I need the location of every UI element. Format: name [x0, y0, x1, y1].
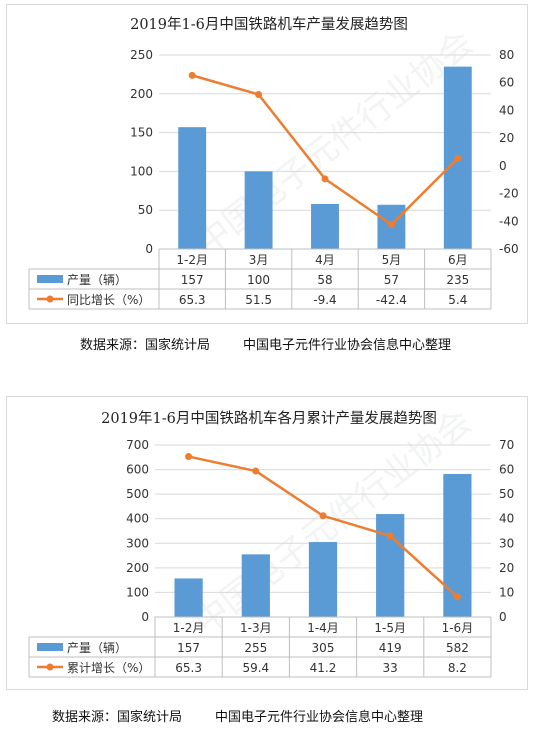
bar — [443, 473, 472, 617]
left-axis-tick-label: 50 — [138, 203, 153, 217]
right-axis-tick-label: 60 — [499, 463, 514, 477]
category-label: 4月 — [315, 253, 335, 267]
data-table-value: 235 — [446, 273, 469, 287]
line-point — [255, 90, 263, 98]
left-axis-tick-label: 500 — [126, 487, 149, 501]
line-point — [252, 467, 260, 475]
category-label: 1-2月 — [173, 621, 205, 635]
right-axis-tick-label: 30 — [499, 536, 514, 550]
line-point — [321, 175, 329, 183]
category-label: 1-3月 — [240, 621, 272, 635]
left-axis-tick-label: 300 — [126, 536, 149, 550]
legend-label-bar: 产量（辆） — [67, 641, 127, 655]
left-axis-tick-label: 400 — [126, 512, 149, 526]
legend-swatch-point — [46, 663, 54, 671]
chart-title: 2019年1-6月中国铁路机车产量发展趋势图 — [130, 16, 408, 33]
left-axis-tick-label: 250 — [130, 48, 153, 62]
category-label: 6月 — [448, 253, 468, 267]
legend-swatch-bar — [37, 275, 63, 283]
data-table-value: 582 — [446, 641, 469, 655]
data-table-value: 65.3 — [175, 661, 202, 675]
data-table-value: 33 — [383, 661, 398, 675]
data-table-value: 57 — [384, 273, 399, 287]
category-label: 1-6月 — [442, 621, 474, 635]
data-table-value: 51.5 — [245, 293, 272, 307]
category-label: 1-4月 — [307, 621, 339, 635]
right-axis-tick-label: 20 — [499, 131, 514, 145]
category-label: 1-5月 — [374, 621, 406, 635]
right-axis-tick-label: -20 — [499, 187, 519, 201]
data-table-value: 41.2 — [310, 661, 337, 675]
right-axis-tick-label: -60 — [499, 242, 519, 256]
data-table-value: 157 — [181, 273, 204, 287]
left-axis-tick-label: 0 — [145, 242, 153, 256]
left-axis-tick-label: 150 — [130, 126, 153, 140]
line-point — [386, 532, 394, 540]
left-axis-tick-label: 600 — [126, 463, 149, 477]
data-table-value: -9.4 — [313, 293, 336, 307]
left-axis-tick-label: 200 — [130, 87, 153, 101]
data-table-value: 419 — [379, 641, 402, 655]
left-axis-tick-label: 200 — [126, 561, 149, 575]
bar — [174, 578, 203, 617]
bar — [308, 542, 338, 617]
left-axis-tick-label: 100 — [130, 164, 153, 178]
legend-label-line: 累计增长（%） — [67, 661, 150, 675]
left-axis-tick-label: 0 — [141, 610, 149, 624]
data-table-value: 58 — [317, 273, 332, 287]
legend-label-bar: 产量（辆） — [67, 273, 127, 287]
bar — [311, 203, 339, 249]
category-label: 5月 — [382, 253, 402, 267]
data-table-value: 305 — [312, 641, 335, 655]
right-axis-tick-label: 60 — [499, 76, 514, 90]
right-axis-tick-label: 0 — [499, 610, 507, 624]
data-table-value: -42.4 — [376, 293, 407, 307]
bar — [244, 171, 273, 249]
line-point — [188, 71, 196, 79]
right-axis-tick-label: 10 — [499, 585, 514, 599]
chart-title: 2019年1-6月中国铁路机车各月累计产量发展趋势图 — [101, 410, 437, 427]
right-axis-tick-label: 20 — [499, 561, 514, 575]
data-table-value: 100 — [247, 273, 270, 287]
right-axis-tick-label: -40 — [499, 214, 519, 228]
right-axis-tick-label: 80 — [499, 48, 514, 62]
left-axis-tick-label: 700 — [126, 438, 149, 452]
legend-swatch-point — [46, 295, 54, 303]
chart-panel-production: 中国电子元件行业协会 2019年1-6月中国铁路机车产量发展趋势图 0 50 100 15… — [6, 4, 528, 324]
line-point — [454, 154, 462, 162]
line-point — [185, 453, 193, 461]
data-source-note: 数据来源：国家统计局 中国电子元件行业协会信息中心整理 — [52, 710, 424, 725]
data-source-note: 数据来源：国家统计局 中国电子元件行业协会信息中心整理 — [80, 338, 452, 353]
data-table-value: 255 — [244, 641, 267, 655]
data-table-value: 157 — [177, 641, 200, 655]
left-axis-tick-label: 100 — [126, 585, 149, 599]
right-axis-tick-label: 40 — [499, 103, 514, 117]
right-axis-tick-label: 70 — [499, 438, 514, 452]
data-table-value: 8.2 — [448, 661, 467, 675]
production-chart: 中国电子元件行业协会2019年1-6月中国铁路机车产量发展趋势图05010015… — [28, 16, 519, 310]
line-point — [453, 593, 461, 601]
legend-label-line: 同比增长（%） — [67, 293, 150, 307]
data-table-value: 65.3 — [179, 293, 206, 307]
right-axis-tick-label: 40 — [499, 512, 514, 526]
category-label: 1-2月 — [176, 253, 208, 267]
line-point — [387, 221, 395, 229]
line-point — [319, 512, 327, 520]
data-table-value: 59.4 — [242, 661, 269, 675]
right-axis-tick-label: 0 — [499, 159, 507, 173]
cumulative-chart: 中国电子元件行业协会2019年1-6月中国铁路机车各月累计产量发展趋势图0100… — [28, 402, 514, 678]
bar — [178, 127, 207, 249]
legend-swatch-bar — [37, 643, 63, 651]
chart-panel-cumulative: 中国电子元件行业协会 2019年1-6月中国铁路机车各月累计产量发展趋势图 0 100… — [6, 396, 528, 690]
bar — [241, 554, 270, 617]
bar — [376, 514, 405, 617]
data-table-value: 5.4 — [448, 293, 467, 307]
right-axis-tick-label: 50 — [499, 487, 514, 501]
category-label: 3月 — [249, 253, 269, 267]
